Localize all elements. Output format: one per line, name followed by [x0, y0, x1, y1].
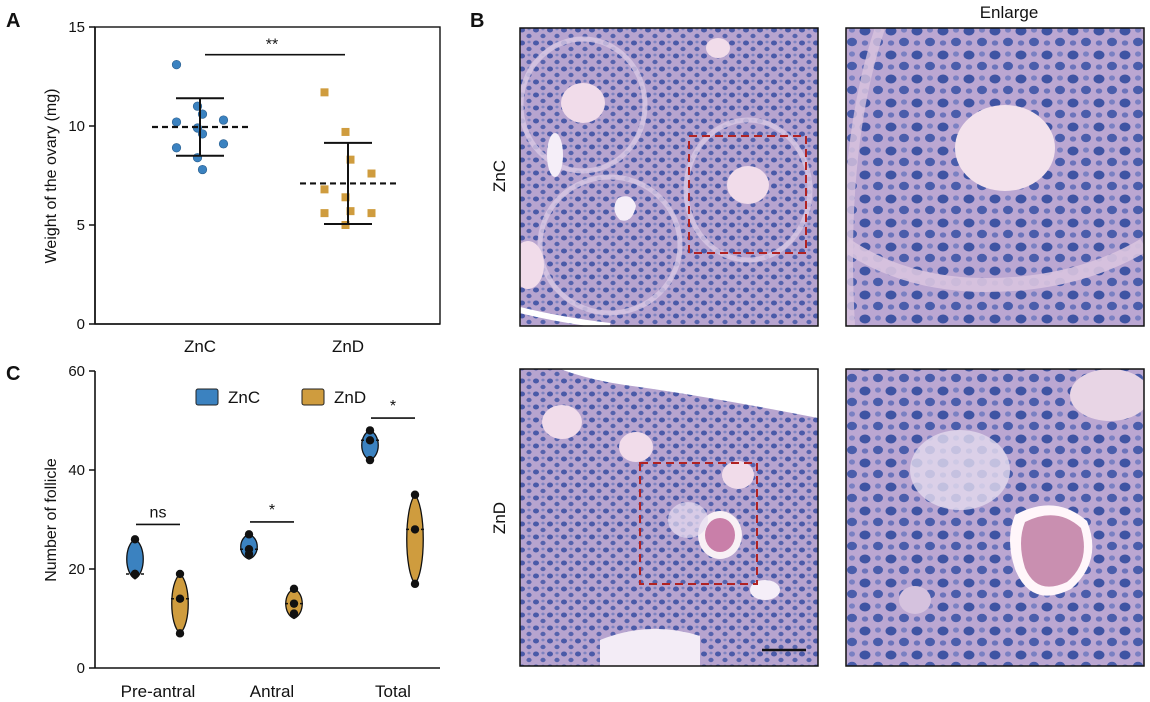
oocyte — [561, 83, 605, 123]
y-tick-label: 10 — [68, 118, 85, 135]
violin — [171, 573, 189, 635]
data-point — [365, 455, 375, 465]
y-tick-label: 15 — [68, 19, 85, 36]
violin — [126, 538, 144, 580]
micrograph-znc-enlarge — [846, 28, 1144, 326]
y-axis-title: Weight of the ovary (mg) — [43, 89, 60, 264]
data-point — [171, 60, 182, 70]
oocyte — [705, 518, 735, 552]
y-axis-title: Number of follicle — [43, 458, 60, 582]
violin — [361, 429, 379, 461]
follicle-chart: Number of follicle 0 20 40 60 Pre-antral An… — [43, 363, 440, 701]
zoom-box — [688, 135, 807, 254]
histology-panel: Enlarge ZnC ZnD — [490, 3, 1145, 667]
significance-label: * — [269, 502, 275, 519]
significance-label: ns — [150, 504, 167, 521]
significance-label: ** — [266, 37, 278, 54]
micrograph-znd-enlarge — [846, 369, 1144, 666]
data-point — [341, 127, 350, 136]
data-point — [218, 115, 229, 125]
data-point — [289, 599, 299, 608]
y-tick-label: 0 — [77, 660, 85, 677]
legend-swatch-znc — [195, 388, 219, 406]
data-point — [289, 609, 299, 618]
y-tick-label: 40 — [68, 462, 85, 479]
data-point — [341, 193, 350, 202]
data-point — [410, 490, 420, 499]
legend-label-znc: ZnC — [228, 388, 260, 407]
data-point — [320, 185, 329, 194]
data-point — [346, 155, 355, 164]
data-point — [346, 207, 355, 216]
x-tick-label: ZnC — [184, 337, 216, 356]
y-tick-label: 20 — [68, 561, 85, 578]
data-point — [367, 169, 376, 178]
data-point — [218, 139, 229, 149]
data-point — [171, 143, 182, 153]
data-point — [365, 426, 375, 435]
panel-label-b: B — [470, 10, 484, 32]
oocyte — [727, 166, 769, 204]
data-point — [289, 584, 299, 593]
y-tick-label: 0 — [77, 316, 85, 333]
violin — [406, 493, 424, 585]
micrograph-znc-overview — [520, 28, 818, 326]
data-point — [320, 88, 329, 97]
data-point — [175, 594, 185, 603]
data-point — [175, 629, 185, 638]
data-point — [410, 579, 420, 589]
data-point — [130, 535, 140, 544]
data-point — [171, 117, 182, 127]
plot-frame — [94, 26, 441, 325]
row-label-znd: ZnD — [490, 502, 509, 534]
legend-label-znd: ZnD — [334, 388, 366, 407]
data-point — [320, 209, 329, 218]
data-point — [175, 569, 185, 579]
y-tick-label: 60 — [68, 363, 85, 380]
x-tick-label: Antral — [250, 682, 294, 701]
y-tick-label: 5 — [77, 217, 85, 234]
panel-label-a: A — [6, 10, 20, 32]
data-point — [244, 530, 254, 539]
zoom-box — [639, 462, 758, 585]
micrograph-znd-overview — [520, 369, 818, 666]
legend-swatch-znd — [301, 388, 325, 406]
oocyte — [955, 105, 1055, 191]
data-point — [367, 209, 376, 218]
column-header: Enlarge — [980, 3, 1039, 22]
data-point — [410, 525, 420, 534]
data-point — [244, 549, 254, 559]
data-point — [365, 436, 375, 445]
x-tick-label: Total — [375, 682, 411, 701]
x-tick-label: Pre-antral — [121, 682, 196, 701]
legend: ZnC ZnD — [195, 388, 366, 407]
data-point — [130, 569, 140, 579]
oocyte — [1021, 515, 1084, 587]
data-point — [197, 164, 208, 175]
significance-label: * — [390, 398, 396, 415]
panel-label-c: C — [6, 363, 20, 385]
row-label-znc: ZnC — [490, 160, 509, 192]
x-tick-label: ZnD — [332, 337, 364, 356]
